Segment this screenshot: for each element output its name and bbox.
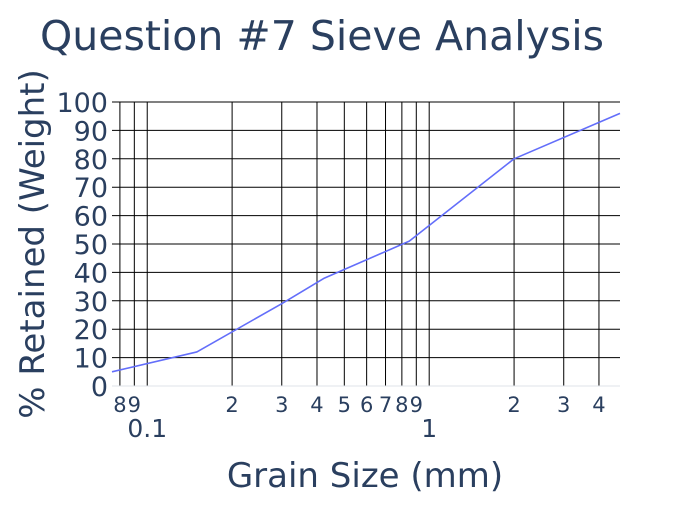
x-tick-label: 7: [379, 393, 392, 417]
series-line: [111, 112, 621, 373]
x-tick-label: 4: [592, 393, 605, 417]
x-axis-label: Grain Size (mm): [227, 456, 503, 496]
x-tick-label: 9: [410, 393, 423, 417]
x-axis-ticks: 8 9 2 3 4 5 6 7 8 9 2 3 40.1 1: [113, 393, 605, 443]
y-tick-label: 20: [74, 315, 108, 346]
chart-title: Question #7 Sieve Analysis: [40, 12, 604, 60]
y-tick-label: 90: [74, 116, 108, 147]
y-tick-label: 70: [74, 173, 108, 204]
x-tick-label: 8: [113, 393, 126, 417]
x-tick-label: 4: [310, 393, 323, 417]
y-tick-label: 30: [74, 287, 108, 318]
x-tick-label: 5: [338, 393, 351, 417]
x-major-tick-label: 0.1: [127, 414, 167, 443]
x-tick-label: 2: [507, 393, 520, 417]
y-tick-label: 100: [56, 88, 108, 119]
x-tick-label: 9: [128, 393, 141, 417]
x-tick-label: 2: [225, 393, 238, 417]
y-tick-label: 50: [74, 230, 108, 261]
series-layer: [111, 112, 621, 373]
y-tick-label: 10: [74, 344, 108, 375]
x-tick-label: 3: [275, 393, 288, 417]
y-tick-label: 60: [74, 202, 108, 233]
grid-layer: [112, 101, 620, 387]
x-major-tick-label: 1: [421, 414, 437, 443]
y-tick-label: 80: [74, 145, 108, 176]
x-tick-label: 8: [395, 393, 408, 417]
y-tick-label: 0: [91, 372, 108, 403]
y-axis-label: % Retained (Weight): [13, 69, 53, 419]
x-tick-label: 3: [557, 393, 570, 417]
y-tick-label: 40: [74, 258, 108, 289]
x-tick-label: 6: [360, 393, 373, 417]
